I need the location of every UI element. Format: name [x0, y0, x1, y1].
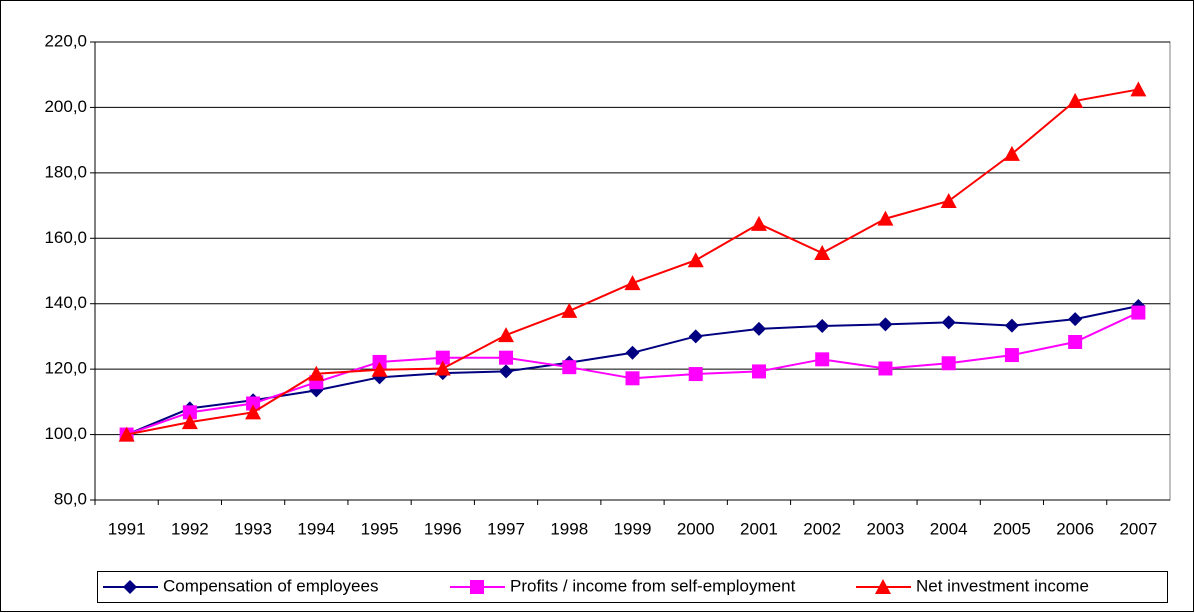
- marker: [815, 318, 830, 333]
- marker: [1068, 334, 1083, 349]
- marker: [371, 361, 388, 377]
- y-tick-label: 160,0: [44, 228, 87, 247]
- legend-label: Profits / income from self-employment: [510, 576, 796, 595]
- marker: [1067, 92, 1084, 108]
- legend-marker: [123, 580, 137, 594]
- marker: [1068, 312, 1083, 327]
- marker: [562, 360, 577, 375]
- x-tick-label: 2003: [867, 519, 905, 538]
- marker: [434, 360, 451, 376]
- marker: [941, 356, 956, 371]
- y-tick-label: 100,0: [44, 424, 87, 443]
- legend-label: Net investment income: [916, 576, 1089, 595]
- marker: [118, 426, 135, 442]
- marker: [181, 414, 198, 430]
- marker: [435, 350, 450, 365]
- marker: [878, 361, 893, 376]
- marker: [499, 364, 514, 379]
- x-tick-label: 2000: [677, 519, 715, 538]
- marker: [499, 350, 514, 365]
- marker: [751, 321, 766, 336]
- marker: [814, 245, 831, 261]
- marker: [750, 215, 767, 231]
- marker: [1004, 318, 1019, 333]
- legend-box: [97, 571, 1168, 603]
- y-tick-label: 80,0: [54, 489, 87, 508]
- x-tick-label: 1997: [487, 519, 525, 538]
- marker: [625, 345, 640, 360]
- legend-marker: [470, 580, 484, 594]
- marker: [815, 352, 830, 367]
- plot-area: [94, 41, 1171, 501]
- x-tick-label: 2005: [993, 519, 1031, 538]
- x-tick-label: 1991: [108, 519, 146, 538]
- marker: [1003, 145, 1020, 161]
- x-tick-label: 1992: [171, 519, 209, 538]
- marker: [941, 315, 956, 330]
- x-tick-label: 2006: [1056, 519, 1094, 538]
- marker: [877, 210, 894, 226]
- y-tick-label: 140,0: [44, 293, 87, 312]
- marker: [940, 192, 957, 208]
- x-tick-label: 1998: [550, 519, 588, 538]
- marker: [625, 371, 640, 386]
- y-tick-label: 220,0: [44, 31, 87, 50]
- x-tick-label: 1993: [234, 519, 272, 538]
- x-tick-label: 2001: [740, 519, 778, 538]
- marker: [1131, 305, 1146, 320]
- marker: [561, 302, 578, 318]
- marker: [1004, 348, 1019, 363]
- marker: [624, 275, 641, 291]
- x-tick-label: 1996: [424, 519, 462, 538]
- x-tick-label: 1995: [361, 519, 399, 538]
- x-tick-label: 2002: [803, 519, 841, 538]
- marker: [751, 364, 766, 379]
- marker: [687, 252, 704, 268]
- legend-label: Compensation of employees: [163, 576, 378, 595]
- marker: [688, 367, 703, 382]
- x-tick-label: 1994: [297, 519, 335, 538]
- x-tick-label: 2004: [930, 519, 968, 538]
- legend-marker: [875, 579, 891, 594]
- y-tick-label: 200,0: [44, 97, 87, 116]
- marker: [1130, 81, 1147, 97]
- x-tick-label: 2007: [1119, 519, 1157, 538]
- marker: [246, 396, 261, 411]
- x-tick-label: 1999: [614, 519, 652, 538]
- marker: [498, 327, 515, 343]
- marker: [308, 365, 325, 381]
- marker: [245, 404, 262, 420]
- marker: [878, 317, 893, 332]
- marker: [182, 405, 197, 420]
- y-tick-label: 120,0: [44, 359, 87, 378]
- marker: [688, 329, 703, 344]
- y-tick-label: 180,0: [44, 162, 87, 181]
